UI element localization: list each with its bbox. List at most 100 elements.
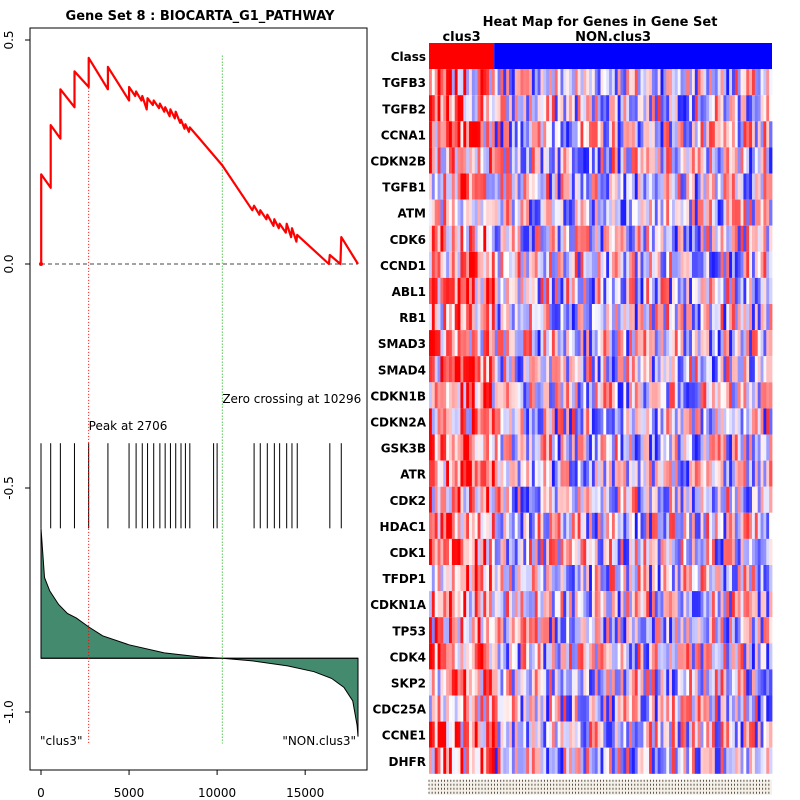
heatmap-cell	[737, 538, 741, 565]
heatmap-cell	[497, 460, 501, 487]
heatmap-cell	[763, 617, 767, 644]
heatmap-cell	[554, 330, 559, 357]
heatmap-cell	[546, 721, 550, 748]
heatmap-cell	[723, 460, 727, 487]
heatmap-cell	[591, 199, 596, 226]
heatmap-cell	[506, 69, 510, 96]
heatmap-cell	[469, 695, 473, 722]
heatmap-cell	[689, 695, 693, 722]
heatmap-cell	[720, 617, 724, 644]
heatmap-cell	[517, 486, 521, 513]
heatmap-cell	[694, 747, 699, 774]
heatmap-cell	[437, 565, 441, 592]
heatmap-cell	[594, 304, 599, 331]
heatmap-cell	[726, 721, 730, 748]
heatmap-cell	[677, 225, 681, 252]
heatmap-cell	[469, 434, 473, 461]
heatmap-cell	[514, 69, 519, 96]
heatmap-cell	[511, 565, 516, 592]
heatmap-cell	[763, 277, 767, 304]
heatmap-cell	[631, 486, 636, 513]
heatmap-cell	[586, 147, 590, 174]
heatmap-cell	[454, 512, 458, 539]
heatmap-cell	[574, 591, 579, 618]
heatmap-cell	[583, 382, 587, 409]
heatmap-cell	[451, 669, 456, 696]
heatmap-cell	[686, 460, 690, 487]
heatmap-cell	[614, 95, 619, 122]
heatmap-cell	[623, 173, 627, 200]
heatmap-cell	[614, 225, 619, 252]
heatmap-cell	[743, 408, 747, 435]
heatmap-cell	[446, 251, 450, 278]
heatmap-cell	[451, 356, 456, 383]
heatmap-cell	[757, 565, 761, 592]
heatmap-cell	[609, 695, 613, 722]
heatmap-cell	[526, 330, 530, 357]
heatmap-cell	[626, 591, 630, 618]
heatmap-cell	[609, 147, 613, 174]
heatmap-cell	[609, 251, 613, 278]
heatmap-cell	[571, 121, 576, 148]
heatmap-cell	[723, 565, 727, 592]
heatmap-cell	[606, 538, 610, 565]
heatmap-cell	[466, 695, 470, 722]
heatmap-cell	[566, 277, 570, 304]
heatmap-cell	[551, 173, 556, 200]
heatmap-cell	[540, 173, 544, 200]
heatmap-cell	[709, 434, 713, 461]
heatmap-cell	[680, 565, 684, 592]
heatmap-cell	[740, 199, 744, 226]
heatmap-cell	[540, 304, 544, 331]
heatmap-cell	[674, 277, 679, 304]
heatmap-cell	[603, 669, 607, 696]
heatmap-cell	[663, 486, 667, 513]
heatmap-cell	[571, 643, 576, 670]
heatmap-cell	[663, 408, 667, 435]
heatmap-cell	[751, 277, 756, 304]
heatmap-cell	[471, 591, 476, 618]
heatmap-cell	[509, 747, 513, 774]
heatmap-cell	[663, 460, 667, 487]
heatmap-cell	[471, 199, 476, 226]
heatmap-cell	[580, 173, 584, 200]
heatmap-cell	[560, 486, 564, 513]
heatmap-cell	[526, 538, 530, 565]
heatmap-cell	[769, 382, 773, 409]
heatmap-cell	[646, 538, 650, 565]
heatmap-cell	[577, 199, 581, 226]
heatmap-cell	[729, 304, 733, 331]
heatmap-cell	[586, 747, 590, 774]
gene-label-cdkn1b: CDKN1B	[370, 389, 426, 403]
heatmap-cell	[706, 538, 710, 565]
heatmap-cell	[751, 121, 756, 148]
heatmap-cell	[680, 512, 684, 539]
heatmap-cell	[534, 382, 539, 409]
heatmap-cell	[506, 591, 510, 618]
heatmap-cell	[494, 512, 498, 539]
heatmap-cell	[483, 408, 487, 435]
heatmap-cell	[586, 95, 590, 122]
y-tick-label: 0.5	[2, 30, 16, 49]
heatmap-cell	[489, 721, 493, 748]
heatmap-cell	[674, 721, 679, 748]
heatmap-cell	[697, 382, 701, 409]
heatmap-cell	[586, 512, 590, 539]
heatmap-cell	[611, 408, 616, 435]
heatmap-cell	[709, 486, 713, 513]
heatmap-cell	[531, 121, 536, 148]
heatmap-cell	[731, 538, 736, 565]
heatmap-cell	[437, 747, 441, 774]
heatmap-cell	[566, 617, 570, 644]
heatmap-cell	[480, 408, 484, 435]
heatmap-cell	[471, 95, 476, 122]
heatmap-cell	[749, 356, 753, 383]
heatmap-cell	[686, 225, 690, 252]
heatmap-cell	[726, 460, 730, 487]
heatmap-cell	[646, 512, 650, 539]
heatmap-cell	[514, 121, 519, 148]
heatmap-cell	[549, 251, 553, 278]
heatmap-cell	[520, 173, 524, 200]
heatmap-cell	[631, 512, 636, 539]
heatmap-cell	[671, 382, 676, 409]
